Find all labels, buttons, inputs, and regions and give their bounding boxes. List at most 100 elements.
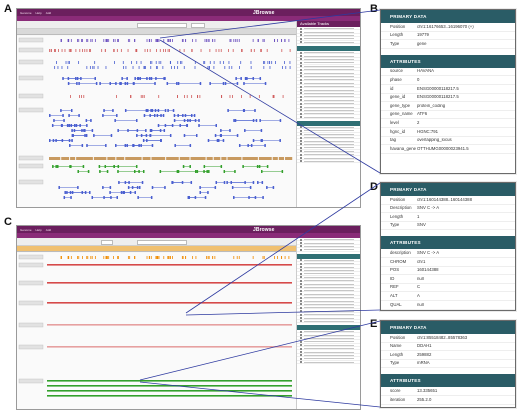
feature-block[interactable]: [190, 157, 206, 160]
exon-mark[interactable]: [145, 129, 147, 132]
feature-mark[interactable]: [182, 39, 184, 42]
gene-line[interactable]: [151, 187, 166, 188]
feature-mark[interactable]: [238, 39, 240, 42]
exon-mark[interactable]: [174, 144, 176, 147]
feature-mark[interactable]: [134, 256, 135, 259]
exon-mark[interactable]: [124, 109, 127, 112]
exon-mark[interactable]: [115, 144, 117, 147]
exon-mark[interactable]: [262, 196, 264, 199]
feature-mark[interactable]: [289, 61, 291, 64]
feature-mark[interactable]: [67, 66, 69, 69]
location-input[interactable]: [137, 239, 187, 245]
gene-line[interactable]: [60, 110, 73, 111]
feature-mark[interactable]: [253, 49, 255, 52]
feature-mark[interactable]: [127, 256, 129, 259]
exon-mark[interactable]: [58, 186, 60, 189]
exon-mark[interactable]: [134, 191, 136, 194]
gene-line[interactable]: [149, 135, 172, 136]
feature-mark[interactable]: [140, 61, 142, 64]
gene-line[interactable]: [69, 145, 84, 146]
feature-mark[interactable]: [170, 256, 171, 259]
gene-line[interactable]: [99, 171, 109, 172]
gene-line[interactable]: [76, 78, 96, 79]
feature-mark[interactable]: [58, 49, 59, 52]
feature-mark[interactable]: [194, 66, 196, 69]
gene-line[interactable]: [121, 78, 128, 79]
feature-mark[interactable]: [177, 95, 178, 98]
exon-mark[interactable]: [235, 77, 237, 80]
gene-line[interactable]: [238, 145, 253, 146]
gene-line[interactable]: [78, 83, 98, 84]
feature-mark[interactable]: [156, 66, 158, 69]
gene-line[interactable]: [63, 197, 72, 198]
feature-mark[interactable]: [206, 256, 207, 259]
exon-mark[interactable]: [91, 196, 94, 199]
gene-line[interactable]: [124, 83, 135, 84]
feature-mark[interactable]: [135, 49, 137, 52]
gene-line[interactable]: [103, 110, 114, 111]
exon-mark[interactable]: [214, 134, 217, 137]
gene-line[interactable]: [227, 110, 245, 111]
go-button[interactable]: [191, 22, 205, 28]
exon-mark[interactable]: [160, 114, 162, 117]
exon-mark[interactable]: [204, 196, 207, 199]
feature-mark[interactable]: [130, 95, 132, 98]
exon-mark[interactable]: [188, 196, 190, 199]
track-label[interactable]: [18, 300, 44, 306]
gene-line[interactable]: [209, 83, 225, 84]
exon-mark[interactable]: [233, 196, 235, 199]
gene-line[interactable]: [132, 145, 154, 146]
exon-mark[interactable]: [190, 181, 193, 184]
feature-mark[interactable]: [157, 256, 159, 259]
exon-mark[interactable]: [117, 165, 120, 168]
feature-mark[interactable]: [70, 39, 72, 42]
menu-add[interactable]: Add: [45, 227, 52, 232]
exon-mark[interactable]: [250, 144, 253, 147]
feature-mark[interactable]: [81, 39, 82, 42]
exon-mark[interactable]: [93, 134, 95, 137]
feature-mark[interactable]: [169, 49, 170, 52]
exon-mark[interactable]: [264, 144, 266, 147]
feature-mark[interactable]: [149, 49, 151, 52]
feature-mark[interactable]: [94, 39, 96, 42]
feature-mark[interactable]: [94, 61, 96, 64]
feature-mark[interactable]: [207, 39, 209, 42]
feature-mark[interactable]: [183, 66, 185, 69]
gene-line[interactable]: [252, 140, 263, 141]
exon-mark[interactable]: [220, 165, 223, 168]
feature-block[interactable]: [142, 157, 151, 160]
exon-mark[interactable]: [148, 77, 151, 80]
feature-mark[interactable]: [159, 49, 161, 52]
feature-mark[interactable]: [181, 39, 183, 42]
feature-mark[interactable]: [113, 256, 114, 259]
exon-mark[interactable]: [173, 114, 176, 117]
gene-line[interactable]: [127, 130, 147, 131]
exon-mark[interactable]: [259, 119, 261, 122]
exon-mark[interactable]: [126, 82, 129, 85]
gene-line[interactable]: [69, 166, 85, 167]
exon-mark[interactable]: [215, 181, 218, 184]
exon-mark[interactable]: [150, 196, 153, 199]
exon-mark[interactable]: [184, 114, 187, 117]
feature-mark[interactable]: [263, 39, 265, 42]
feature-mark[interactable]: [149, 39, 150, 42]
gene-line[interactable]: [132, 83, 156, 84]
feature-mark[interactable]: [282, 66, 283, 69]
gene-line[interactable]: [68, 115, 80, 116]
feature-mark[interactable]: [78, 39, 80, 42]
feature-mark[interactable]: [197, 95, 199, 98]
gene-line[interactable]: [154, 110, 167, 111]
exon-mark[interactable]: [258, 165, 261, 168]
track-label[interactable]: [18, 262, 44, 268]
feature-mark[interactable]: [88, 49, 90, 52]
feature-mark[interactable]: [204, 61, 206, 64]
gene-line[interactable]: [243, 110, 256, 111]
feature-mark[interactable]: [113, 39, 114, 42]
exon-mark[interactable]: [82, 165, 85, 168]
feature-mark[interactable]: [140, 95, 142, 98]
feature-mark[interactable]: [241, 49, 242, 52]
exon-mark[interactable]: [104, 165, 107, 168]
feature-mark[interactable]: [91, 256, 93, 259]
exon-mark[interactable]: [63, 196, 66, 199]
exon-mark[interactable]: [279, 139, 281, 142]
